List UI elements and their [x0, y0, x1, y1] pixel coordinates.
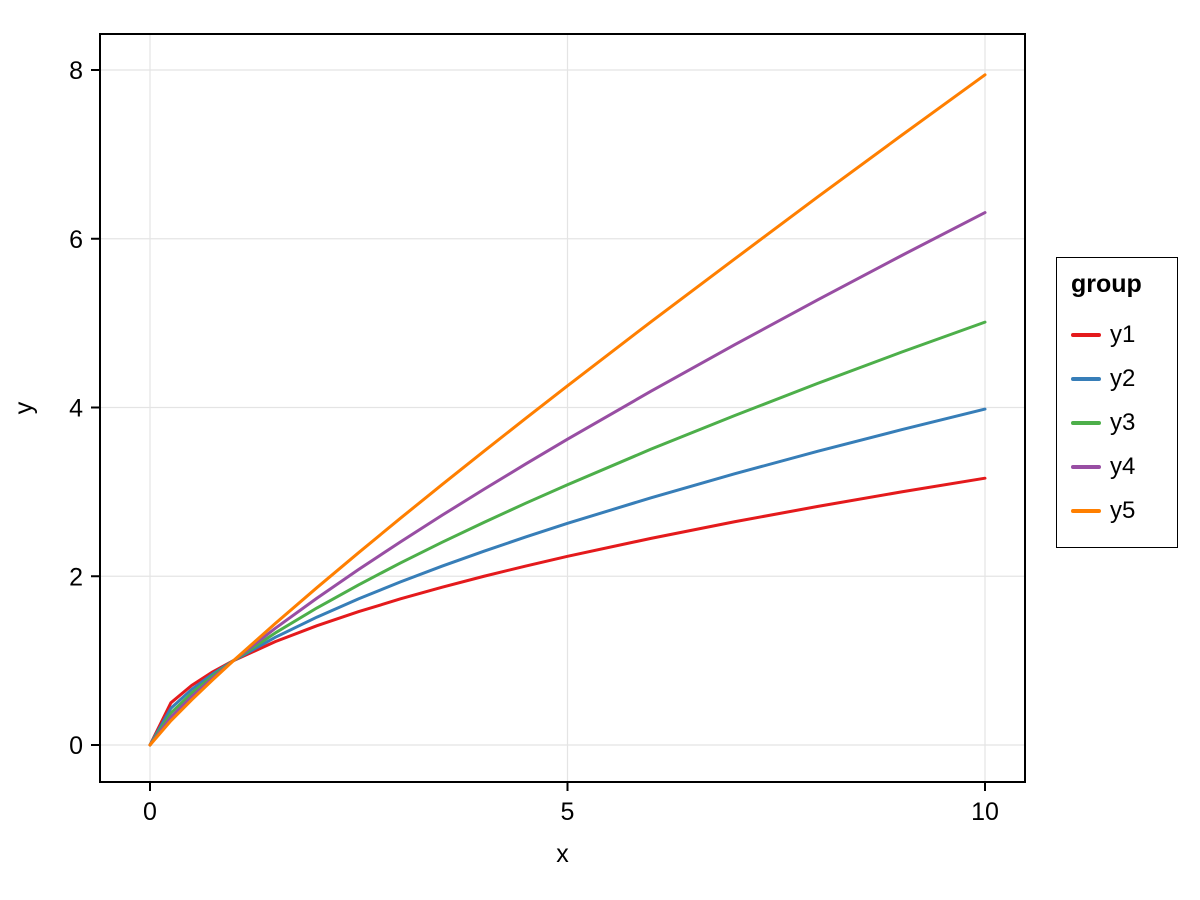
- legend-label-y2: y2: [1110, 365, 1136, 392]
- x-tick-label: 0: [143, 798, 157, 826]
- y-tick-label: 8: [69, 57, 83, 85]
- legend-label-y3: y3: [1110, 409, 1136, 436]
- legend-line-swatch-y4: [1071, 465, 1101, 469]
- series-line-y5: [148, 73, 987, 747]
- legend-line-swatch-y2: [1071, 377, 1101, 381]
- y-axis-label: y: [10, 401, 38, 414]
- legend-label-y1: y1: [1110, 321, 1136, 348]
- legend-label-y4: y4: [1110, 453, 1136, 480]
- legend-title: group: [1071, 270, 1142, 298]
- legend-line-swatch-y3: [1071, 421, 1101, 425]
- x-tick-label: 5: [561, 798, 575, 826]
- series-line-y3: [148, 320, 987, 747]
- legend-item: y1: [1071, 313, 1177, 357]
- y-tick-label: 6: [69, 226, 83, 254]
- y-tick-label: 4: [69, 395, 83, 423]
- y-tick-label: 2: [69, 563, 83, 591]
- series-line-y2: [148, 407, 987, 747]
- x-axis-label: x: [556, 840, 569, 868]
- x-tick-label: 10: [971, 798, 999, 826]
- legend-label-y5: y5: [1110, 497, 1136, 524]
- series-line-y4: [148, 211, 987, 747]
- y-tick-label: 0: [69, 732, 83, 760]
- legend-line-swatch-y5: [1071, 509, 1101, 513]
- legend-item: y5: [1071, 489, 1177, 533]
- legend: group y1 y2 y3 y4 y5: [1056, 257, 1178, 548]
- legend-item: y2: [1071, 357, 1177, 401]
- legend-item: y4: [1071, 445, 1177, 489]
- legend-item: y3: [1071, 401, 1177, 445]
- series-line-y1: [148, 476, 987, 747]
- legend-line-swatch-y1: [1071, 333, 1101, 337]
